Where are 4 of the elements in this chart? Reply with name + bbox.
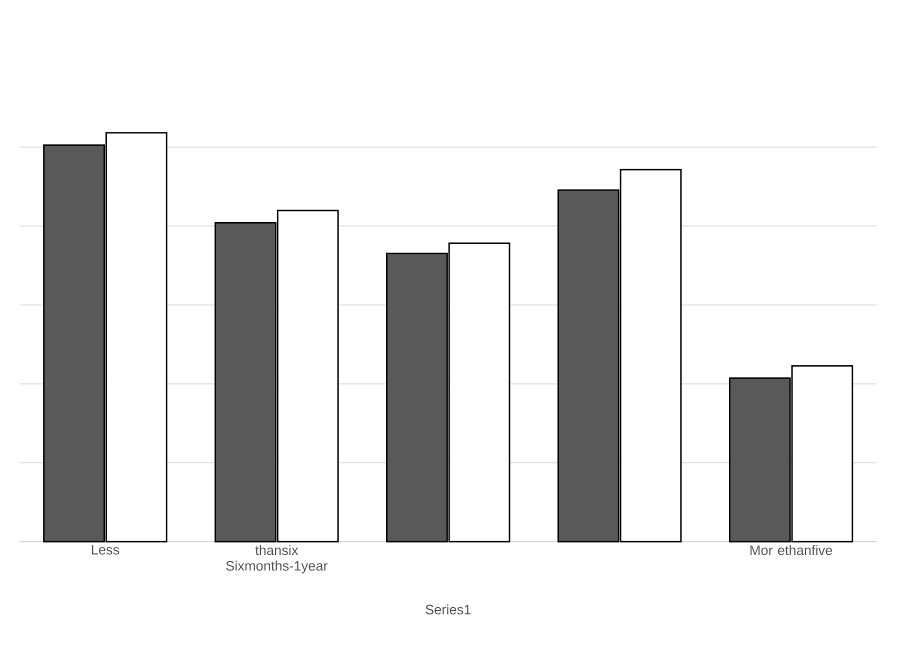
x-tick-label: Less <box>92 545 120 555</box>
x-tick-label: thansix Sixmonths-1year <box>226 545 328 574</box>
x-tick-label: Mor ethanfive <box>750 545 832 556</box>
x-axis-title: Series1 <box>426 604 471 615</box>
